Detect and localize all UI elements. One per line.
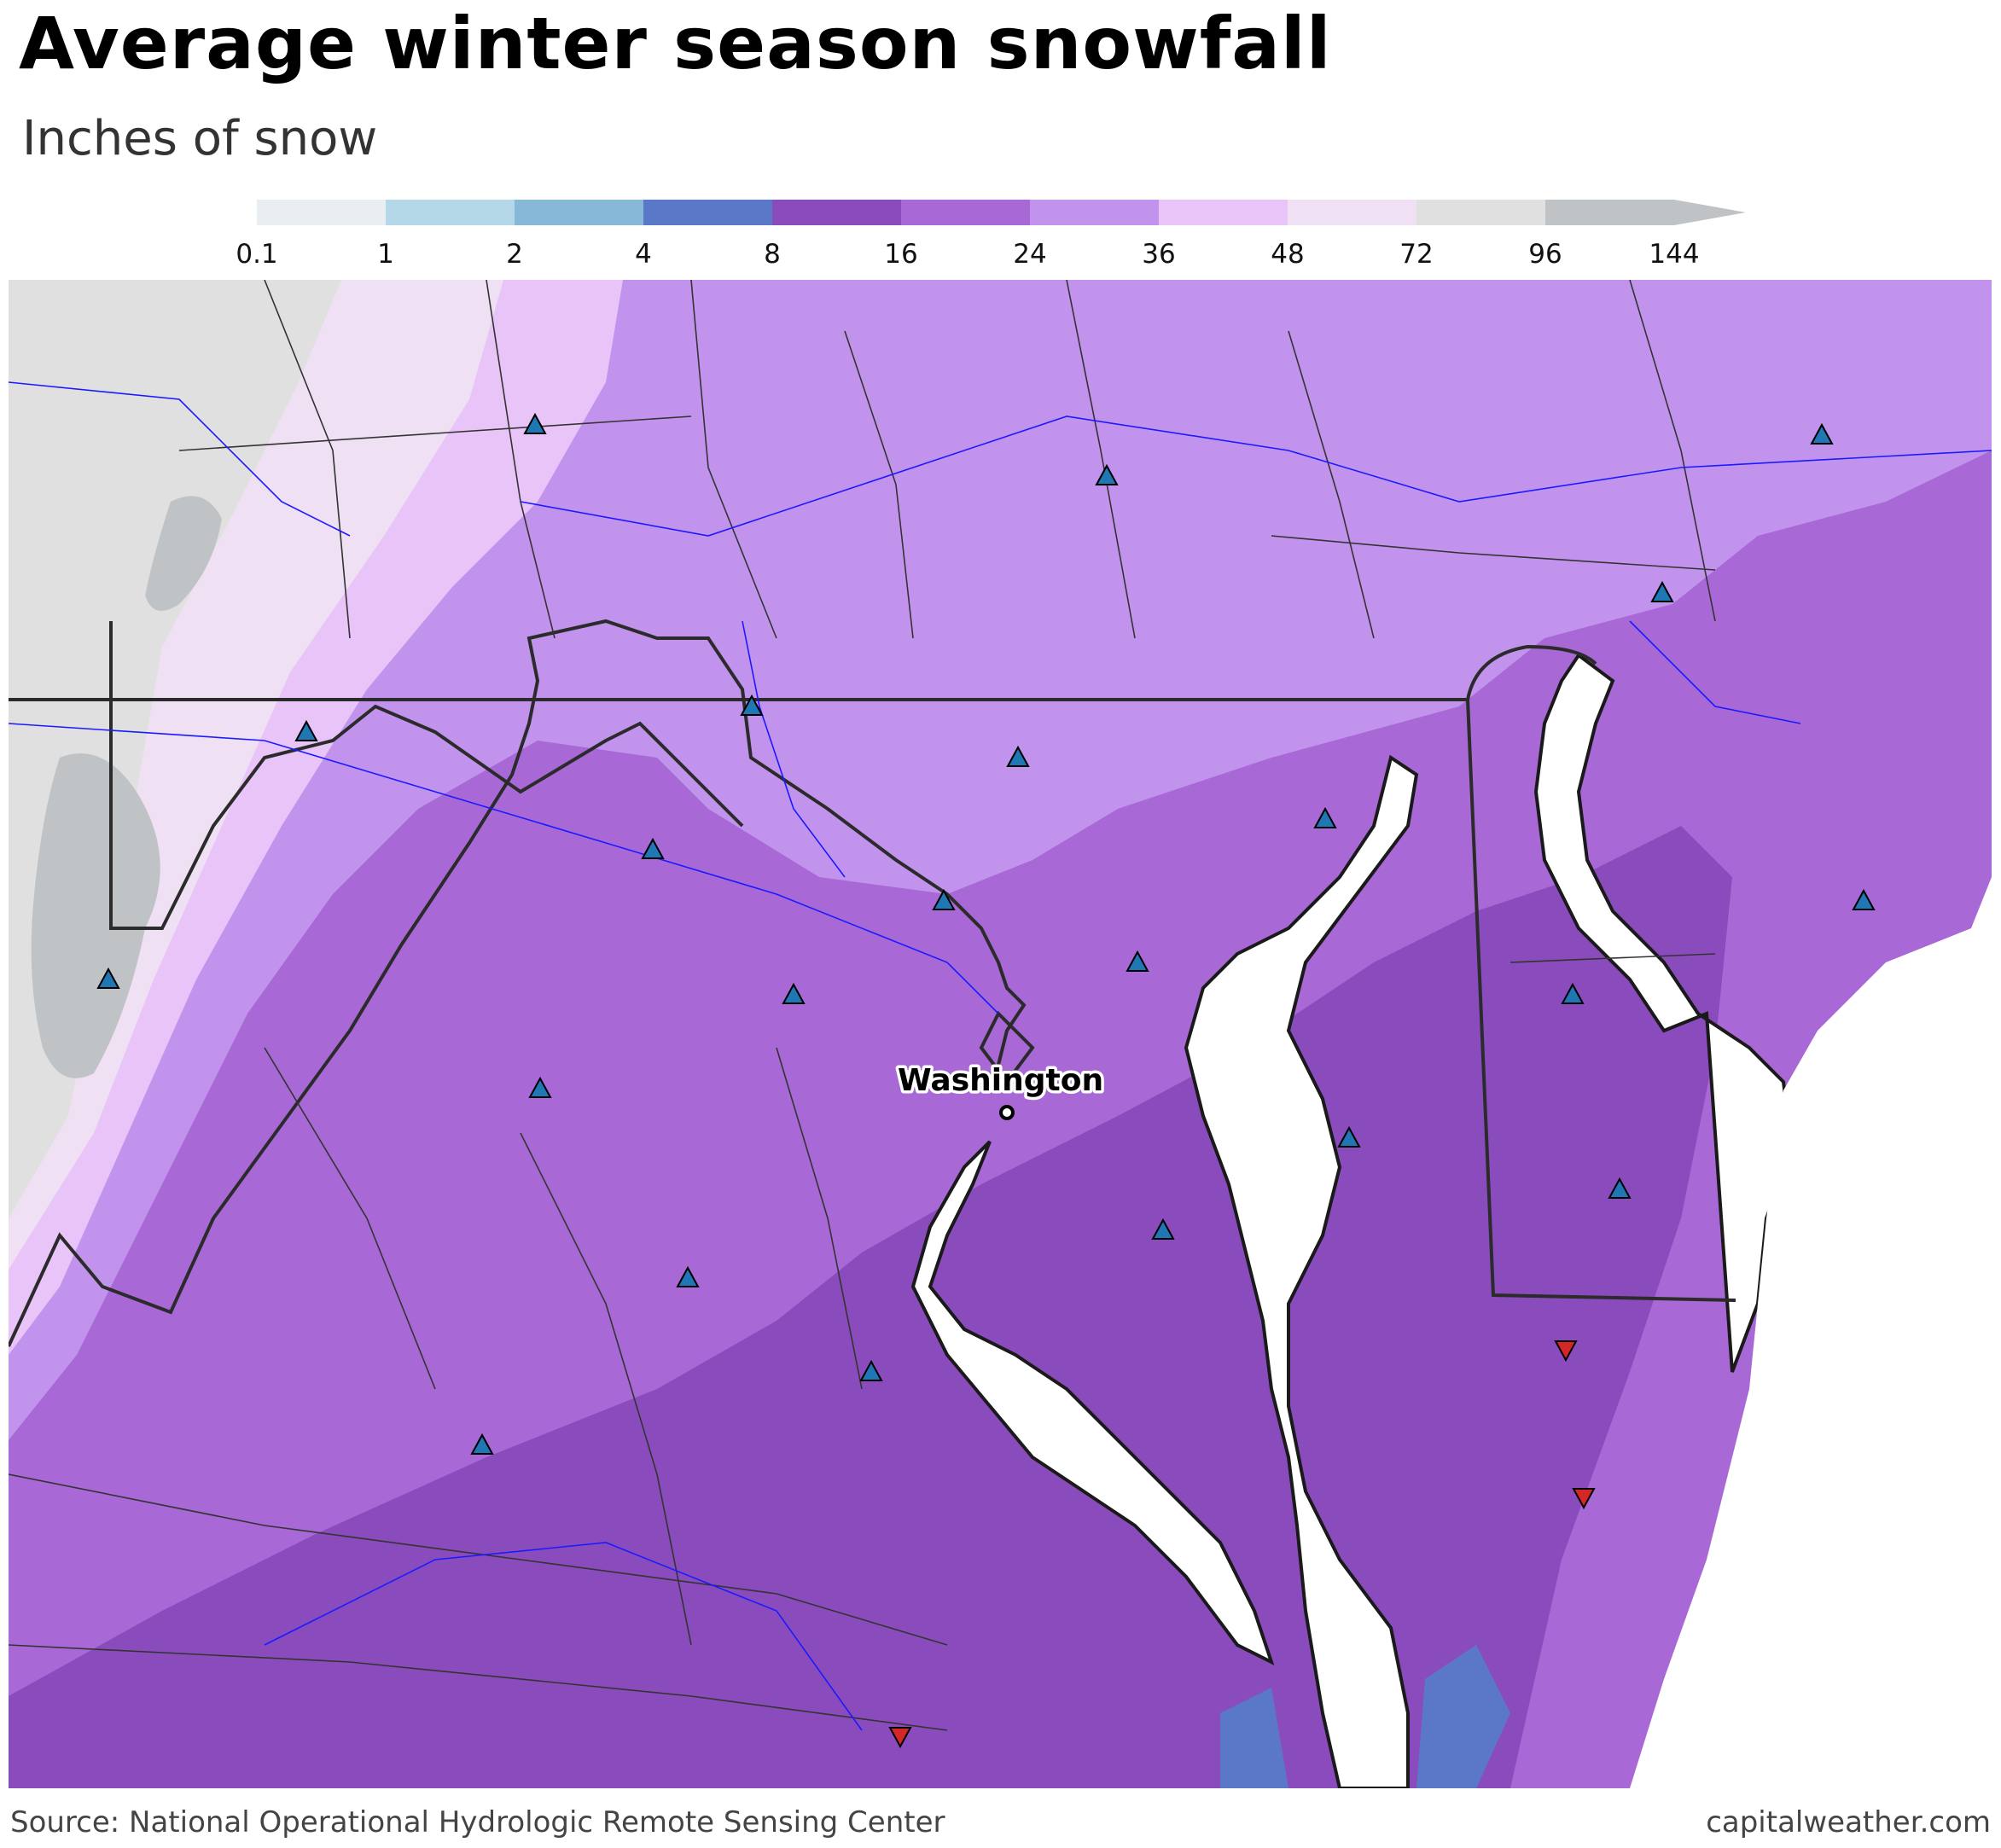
station-marker-up <box>740 694 764 716</box>
potomac-river <box>910 1140 1275 1665</box>
legend-colorbar <box>257 200 1746 225</box>
station-markers <box>96 412 1876 1749</box>
legend-swatch <box>1416 200 1546 225</box>
legend-tick-label: 4 <box>635 239 652 270</box>
station-marker-up <box>523 412 547 434</box>
atlantic-ocean <box>1630 877 1992 1788</box>
station-marker-up <box>641 837 665 859</box>
md-va-border <box>109 621 744 930</box>
legend-tick-label: 8 <box>764 239 781 270</box>
station-marker-up <box>1852 888 1876 910</box>
station-marker-up <box>1095 463 1119 485</box>
rivers <box>9 381 1992 1731</box>
station-marker-up <box>1126 950 1149 972</box>
station-marker-up <box>528 1076 552 1098</box>
station-marker-down <box>1554 1340 1578 1363</box>
legend-tick-label: 72 <box>1399 239 1434 270</box>
snow-band-96-144-b <box>145 496 222 611</box>
station-marker-up <box>1608 1177 1632 1199</box>
washington-dot <box>999 1105 1015 1120</box>
snow-band-24-36-north <box>9 280 1992 1440</box>
legend-swatch <box>1030 200 1160 225</box>
legend-extend-arrow <box>1674 200 1746 225</box>
wv-va-border <box>9 619 1027 1347</box>
legend-tick-label: 96 <box>1528 239 1562 270</box>
snowfall-map[interactable]: Washington <box>9 280 1992 1788</box>
page-subtitle: Inches of snow <box>22 111 378 166</box>
snow-band-4-8 <box>1220 1645 1510 1788</box>
legend-tick-label: 48 <box>1271 239 1305 270</box>
station-marker-up <box>1337 1125 1361 1148</box>
legend-swatch <box>1545 200 1675 225</box>
legend-tick-label: 1 <box>377 239 394 270</box>
station-marker-down <box>888 1727 912 1749</box>
chesapeake-bay <box>1184 754 1419 1788</box>
station-marker-up <box>1650 580 1674 602</box>
legend-swatch <box>515 200 644 225</box>
station-marker-up <box>470 1432 494 1455</box>
legend-swatch <box>257 200 387 225</box>
station-marker-up <box>782 982 806 1004</box>
legend-tick-label: 0.1 <box>236 239 278 270</box>
legend-swatch <box>901 200 1031 225</box>
legend-swatch <box>643 200 773 225</box>
dc-border <box>979 1010 1035 1085</box>
legend-tick-label: 144 <box>1649 239 1700 270</box>
station-marker-up <box>1810 422 1834 445</box>
legend-swatch <box>1159 200 1288 225</box>
site-credit[interactable]: capitalweather.com <box>1706 1805 1991 1839</box>
station-marker-up <box>859 1359 883 1381</box>
county-lines <box>9 280 1716 1731</box>
station-marker-up <box>932 888 956 910</box>
source-credit: Source: National Operational Hydrologic … <box>10 1805 945 1839</box>
station-marker-up <box>1561 982 1585 1004</box>
legend-tick-label: 36 <box>1142 239 1176 270</box>
station-marker-up <box>1151 1217 1175 1240</box>
pa-md-border <box>9 644 1597 701</box>
legend-tick-label: 2 <box>506 239 523 270</box>
legend-swatch <box>1288 200 1417 225</box>
city-label-washington: Washington <box>898 1063 1103 1098</box>
station-marker-up <box>676 1265 700 1287</box>
legend-swatch <box>386 200 515 225</box>
md-de-border <box>1466 699 1736 1302</box>
station-marker-up <box>294 719 318 741</box>
legend-tick-label: 24 <box>1013 239 1047 270</box>
station-marker-down <box>1572 1488 1596 1510</box>
station-marker-up <box>96 967 120 989</box>
legend-tick-labels: 0.1 1 2 4 8 16 24 36 48 72 96 144 <box>0 239 2001 273</box>
station-marker-up <box>1313 806 1337 828</box>
legend-tick-label: 16 <box>884 239 918 270</box>
station-marker-up <box>1006 745 1030 767</box>
page-title: Average winter season snowfall <box>19 2 1332 85</box>
snow-band-96-144-a <box>31 753 160 1078</box>
legend-swatch <box>772 200 902 225</box>
